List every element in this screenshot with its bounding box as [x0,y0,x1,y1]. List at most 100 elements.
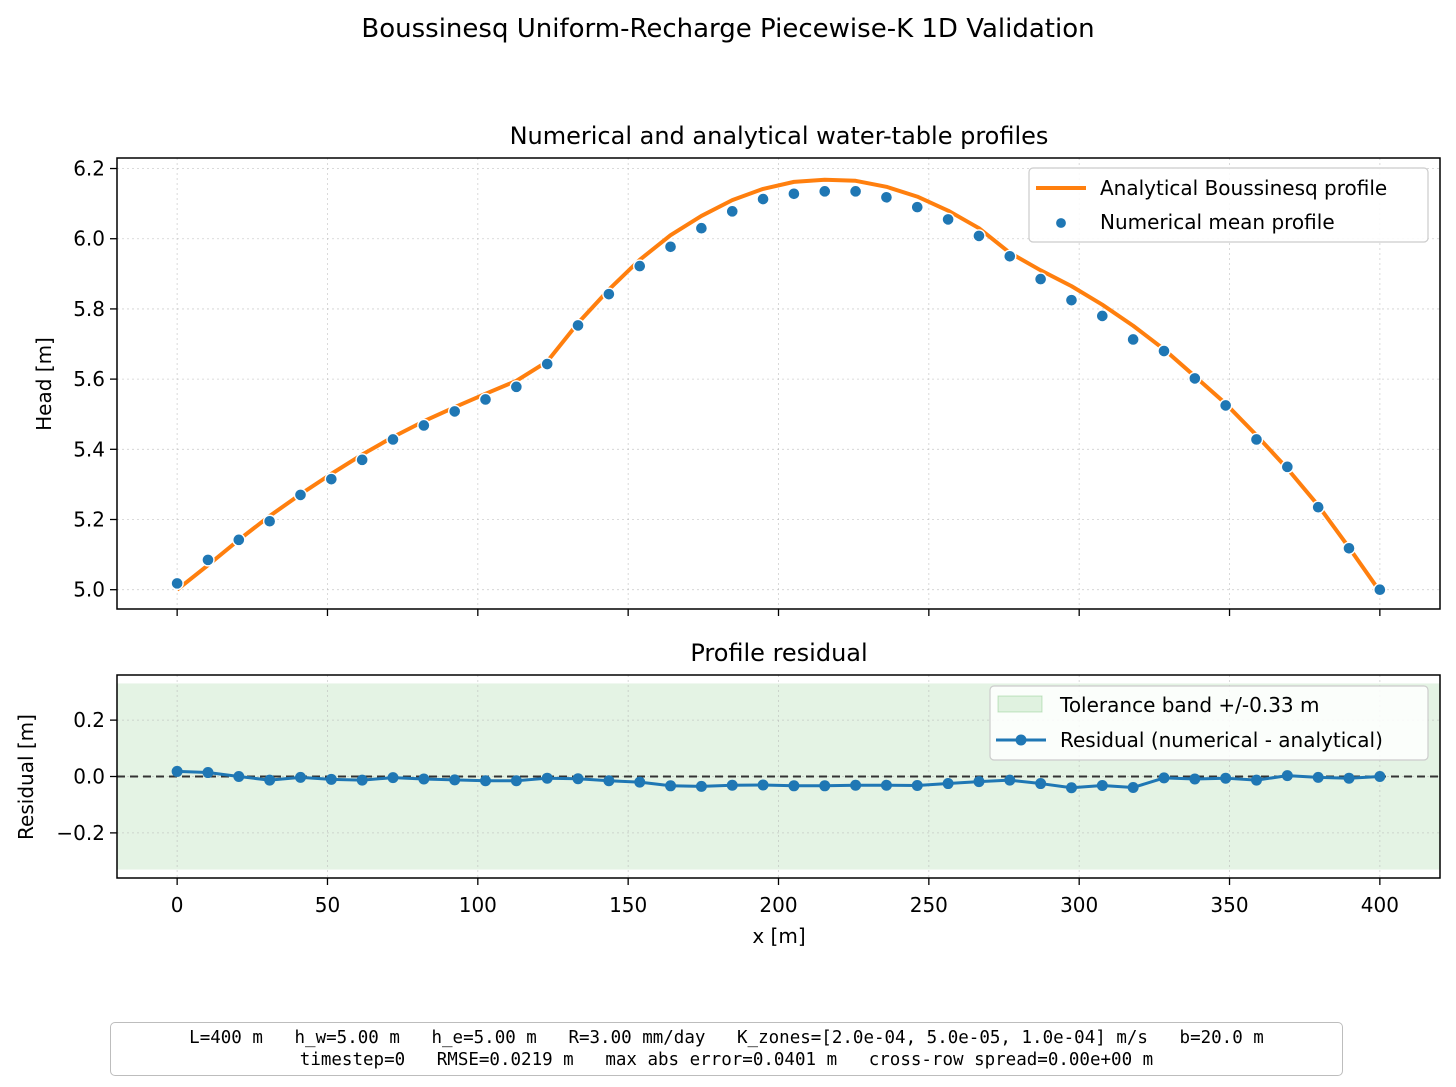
residual-point [911,780,923,792]
profile-y-tick-label: 5.8 [73,297,105,321]
residual-point [1281,770,1293,782]
parameter-info-box: L=400 m h_w=5.00 m h_e=5.00 m R=3.00 mm/… [110,1022,1343,1076]
residual-point [1096,780,1108,792]
legend-numerical-label: Numerical mean profile [1100,210,1335,234]
legend-numerical-swatch [1054,216,1068,230]
residual-point [541,772,553,784]
profile-y-tick-label: 5.0 [73,578,105,602]
numerical-point [602,287,616,301]
numerical-point [571,318,585,333]
residual-point [449,774,461,786]
info-line-2: timestep=0 RMSE=0.0219 m max abs error=0… [299,1050,1154,1070]
residual-point [1189,773,1201,785]
residual-line [177,769,1380,790]
numerical-point [1157,344,1171,358]
profile-panel: Numerical and analytical water-table pro… [32,122,1441,616]
residual-legend-box [989,685,1429,761]
numerical-point [941,212,955,227]
numerical-point [725,204,739,219]
profile-panel-title: Numerical and analytical water-table pro… [510,122,1049,150]
residual-point [788,780,800,792]
residual-ticks: 0 50 100 150 200 250 300 350 400 −0.2 0.0 0.2 [56,708,1399,917]
residual-point [726,779,738,791]
numerical-point [1373,582,1387,597]
legend-band-swatch [997,695,1043,713]
residual-point [295,771,307,783]
numerical-point [355,453,369,467]
numerical-point [293,488,308,502]
residual-point [480,775,492,787]
numerical-point [1095,309,1110,323]
profile-y-axis-label: Head [m] [32,337,56,431]
residual-panel: Profile residual 0 50 100 150 200 250 300 350 40… [14,639,1441,948]
profile-grid [117,158,1440,609]
numerical-point [1033,272,1048,286]
residual-point [1220,772,1232,784]
numerical-point [1064,293,1079,307]
numerical-point [540,357,554,371]
x-tick-label: 350 [1210,893,1248,917]
residual-point [603,775,615,787]
figure-title: Boussinesq Uniform-Recharge Piecewise-K … [361,14,1094,44]
info-line-1: L=400 m h_w=5.00 m h_e=5.00 m R=3.00 mm/… [189,1028,1264,1048]
numerical-point [417,418,431,433]
residual-point [171,765,183,777]
numerical-point [1003,249,1017,263]
residual-point [1343,772,1355,784]
numerical-point [1249,432,1264,447]
residual-point [665,780,677,792]
residual-point [1065,782,1077,794]
numerical-point [1280,460,1295,474]
residual-point [325,773,337,785]
numerical-point [509,380,524,394]
residual-point [850,779,862,791]
residual-point [695,780,707,792]
numerical-point [972,229,986,243]
residual-y-axis-label: Residual [m] [14,714,38,840]
legend-residual-swatch-marker [1015,734,1027,746]
numerical-point [1188,371,1202,386]
x-tick-label: 0 [171,893,184,917]
residual-point [973,776,985,788]
numerical-point [1218,398,1233,413]
legend-band-label: Tolerance band +/-0.33 m [1059,693,1320,717]
profile-y-tick-label: 6.2 [73,157,105,181]
residual-point [418,773,430,785]
numerical-point [910,200,924,214]
legend-residual-label: Residual (numerical - analytical) [1060,728,1383,752]
numerical-point [1342,541,1356,555]
x-tick-label: 50 [315,893,340,917]
residual-point [1035,778,1047,790]
residual-point [1004,774,1016,786]
x-axis-label: x [m] [752,924,805,948]
numerical-point [232,533,246,547]
x-tick-label: 250 [910,893,948,917]
residual-series [171,765,1386,794]
profile-legend: Analytical Boussinesq profile Numerical … [1028,167,1429,243]
numerical-point [848,184,863,199]
residual-point [1127,781,1139,793]
numerical-point [756,192,770,206]
numerical-point [386,432,400,447]
residual-point [1312,771,1324,783]
residual-point [202,767,214,779]
profile-ticks: 5.0 5.2 5.4 5.6 5.8 6.0 6.2 [73,157,1381,616]
numerical-point [787,187,801,201]
profile-legend-box [1028,167,1429,243]
x-tick-label: 400 [1361,893,1399,917]
residual-point [387,772,399,784]
residual-point [1250,774,1262,786]
profile-y-tick-label: 5.4 [73,437,105,461]
legend-analytical-label: Analytical Boussinesq profile [1100,176,1387,200]
x-tick-label: 200 [759,893,797,917]
x-tick-label: 100 [459,893,497,917]
residual-point [757,779,769,791]
analytical-profile-line [175,177,1382,593]
numerical-point [818,184,832,199]
residual-point [233,771,245,782]
numerical-point [201,553,215,567]
x-tick-label: 300 [1060,893,1098,917]
numerical-point [170,576,184,591]
profile-series [170,177,1387,597]
